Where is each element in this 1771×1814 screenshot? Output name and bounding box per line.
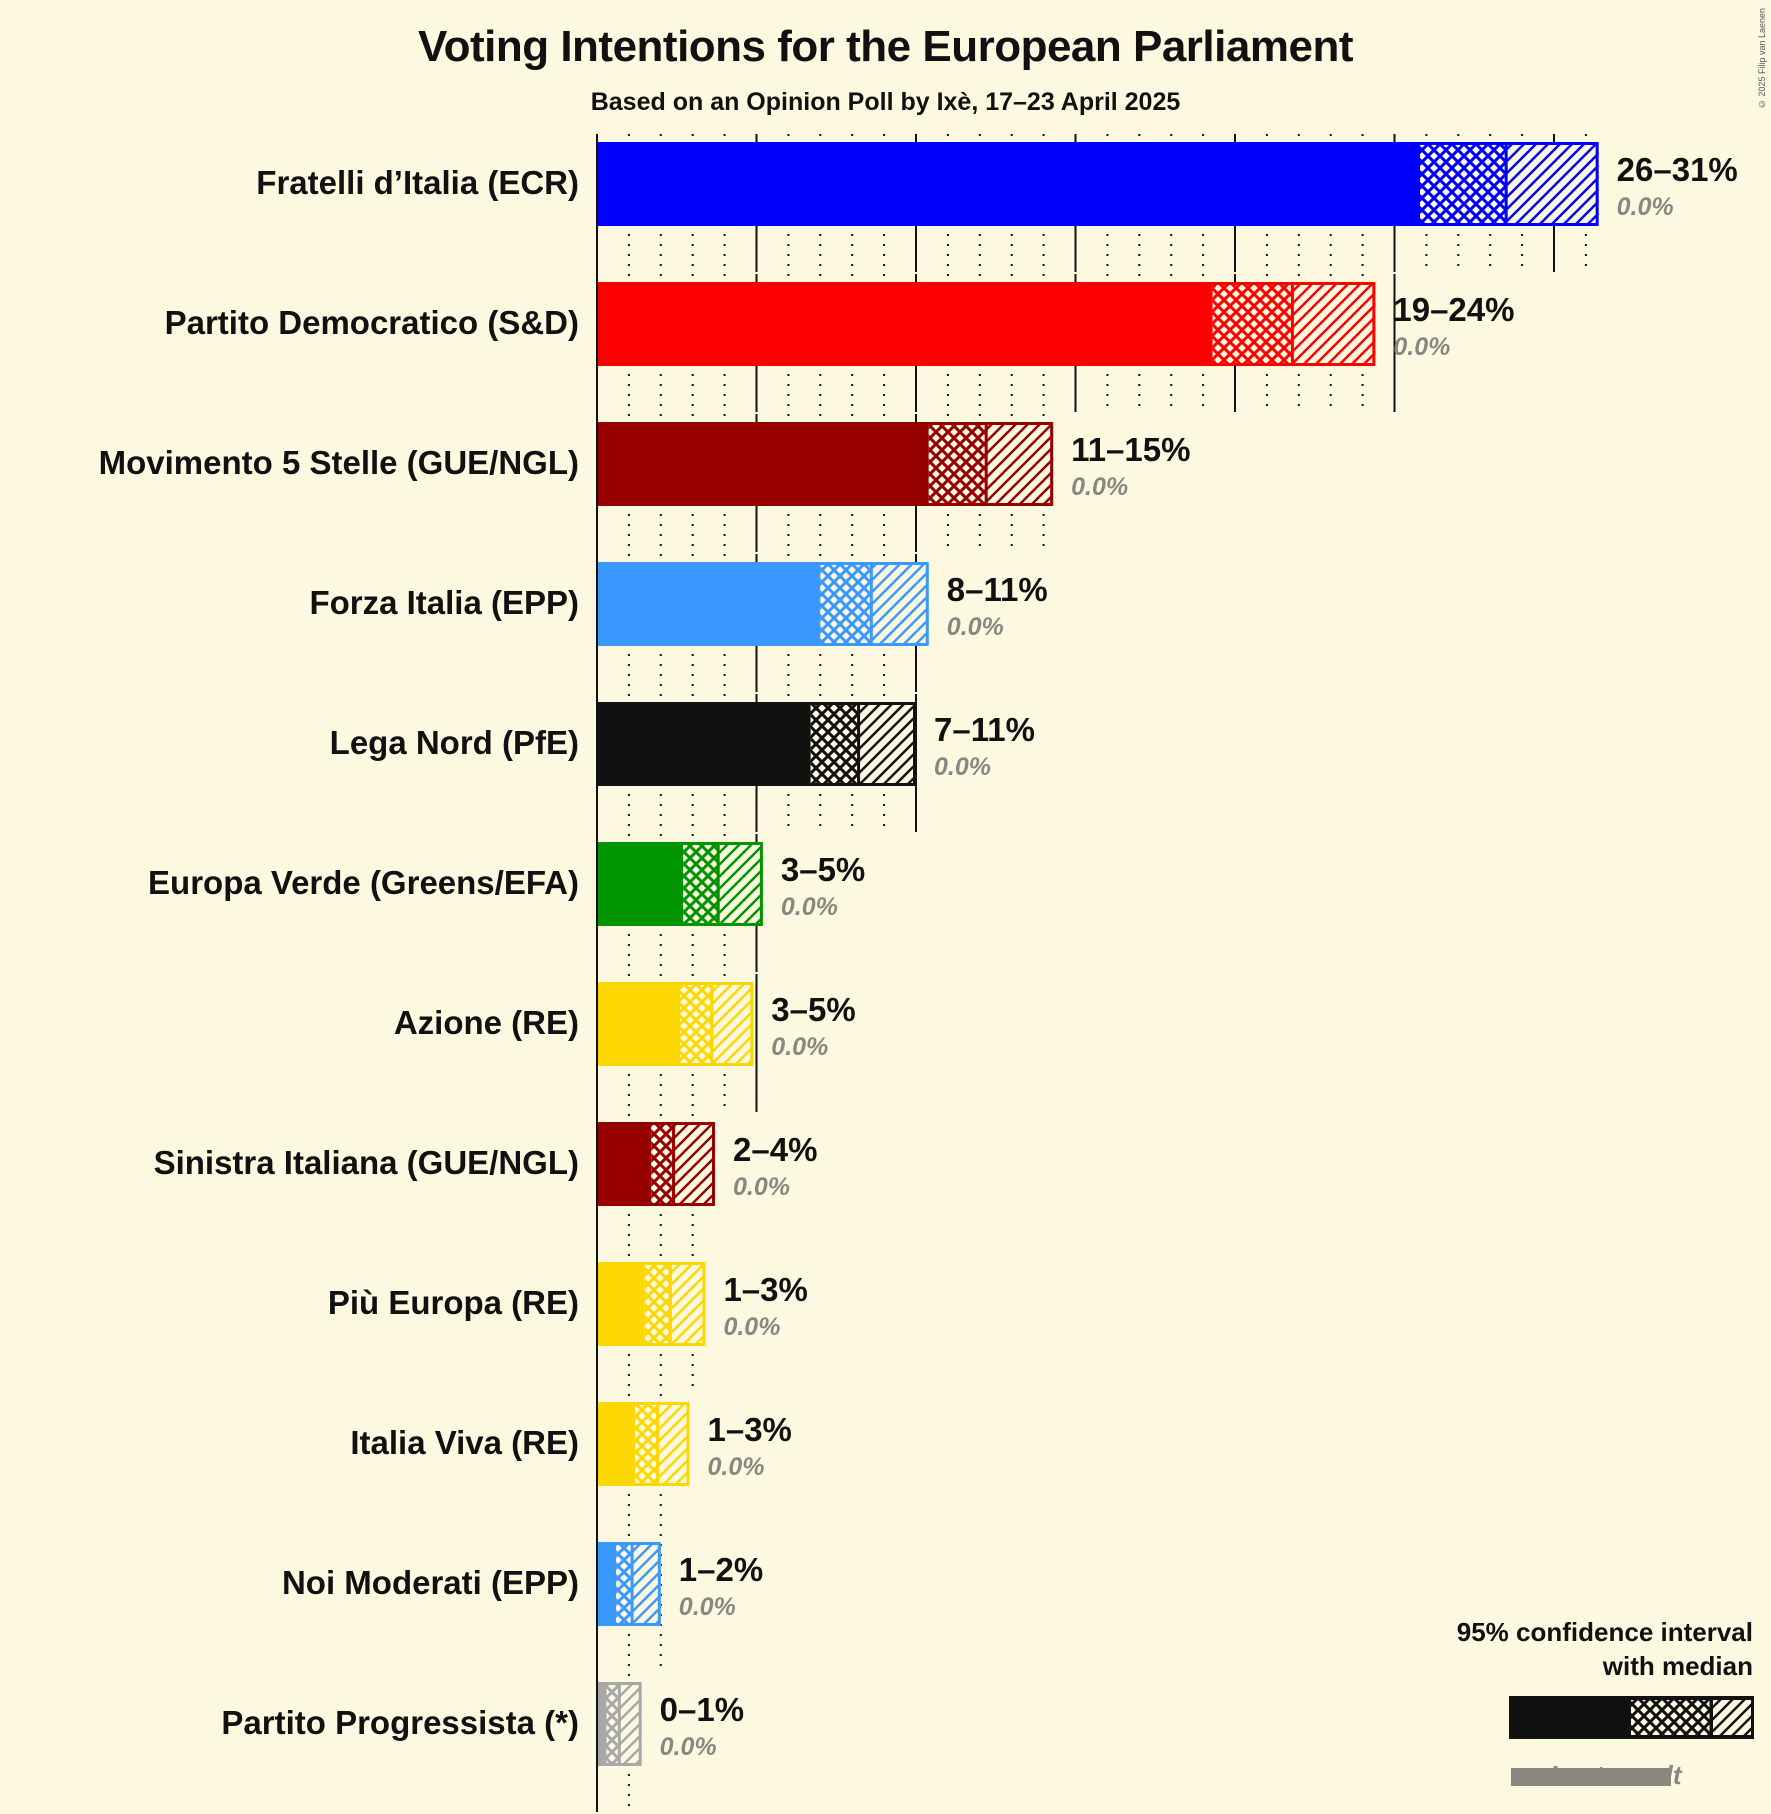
ci-range-label: 8–11% xyxy=(946,571,1048,608)
last-result-label: 0.0% xyxy=(659,1733,717,1761)
last-result-label: 0.0% xyxy=(1616,193,1674,221)
ci-range-label: 0–1% xyxy=(659,1691,745,1728)
last-result-label: 0.0% xyxy=(934,753,991,781)
legend-title: 95% confidence interval with median xyxy=(1457,1615,1753,1683)
party-name-label: Europa Verde (Greens/EFA) xyxy=(148,864,579,901)
party-bar xyxy=(597,1262,706,1346)
party-bar xyxy=(597,1122,716,1206)
last-result-label: 0.0% xyxy=(946,613,1004,641)
party-bar xyxy=(597,142,1599,226)
last-result-label: 0.0% xyxy=(723,1313,781,1341)
legend-line-2: with median xyxy=(1602,1651,1753,1681)
ci-range-label: 11–15% xyxy=(1071,431,1191,468)
legend-last-result-label: Last result xyxy=(1550,1760,1682,1790)
ci-range-label: 19–24% xyxy=(1393,291,1515,328)
party-bar xyxy=(597,422,1054,506)
ci-range-label: 7–11% xyxy=(934,711,1035,748)
party-bar xyxy=(597,282,1376,366)
party-name-label: Partito Progressista (*) xyxy=(221,1704,579,1741)
last-result-label: 0.0% xyxy=(1393,333,1451,361)
last-result-label: 0.0% xyxy=(771,1033,829,1061)
party-bar xyxy=(597,1542,661,1626)
chart-subtitle: Based on an Opinion Poll by Ixè, 17–23 A… xyxy=(590,88,1181,116)
last-result-label: 0.0% xyxy=(1071,473,1129,501)
last-result-label: 0.0% xyxy=(678,1593,736,1621)
chart-title: Voting Intentions for the European Parli… xyxy=(418,22,1353,71)
last-result-label: 0.0% xyxy=(733,1173,790,1201)
last-result-label: 0.0% xyxy=(780,893,838,921)
ci-range-label: 3–5% xyxy=(780,851,866,888)
legend-line-1: 95% confidence interval xyxy=(1456,1617,1753,1647)
party-name-label: Sinistra Italiana (GUE/NGL) xyxy=(153,1144,579,1181)
last-result-label: 0.0% xyxy=(707,1453,765,1481)
ci-range-label: 26–31% xyxy=(1616,151,1738,188)
party-bar xyxy=(597,982,754,1066)
party-bar xyxy=(597,562,929,646)
party-name-label: Partito Democratico (S&D) xyxy=(164,304,579,341)
party-name-label: Forza Italia (EPP) xyxy=(309,584,579,621)
ci-range-label: 1–2% xyxy=(678,1551,764,1588)
ci-range-label: 1–3% xyxy=(723,1271,808,1308)
party-name-label: Noi Moderati (EPP) xyxy=(281,1564,579,1601)
party-bar xyxy=(597,702,916,786)
party-name-label: Azione (RE) xyxy=(393,1004,579,1041)
party-bar xyxy=(597,1402,690,1486)
party-bar xyxy=(597,842,763,926)
ci-range-label: 2–4% xyxy=(733,1131,818,1168)
ci-range-label: 1–3% xyxy=(707,1411,792,1448)
party-name-label: Lega Nord (PfE) xyxy=(329,724,579,761)
ci-range-label: 3–5% xyxy=(771,991,856,1028)
party-name-label: Fratelli d’Italia (ECR) xyxy=(256,164,579,201)
party-name-label: Movimento 5 Stelle (GUE/NGL) xyxy=(98,444,579,481)
legend-sample-bar xyxy=(1509,1696,1754,1786)
party-name-label: Italia Viva (RE) xyxy=(350,1424,579,1461)
party-name-label: Più Europa (RE) xyxy=(327,1284,579,1321)
party-bar xyxy=(597,1682,642,1766)
